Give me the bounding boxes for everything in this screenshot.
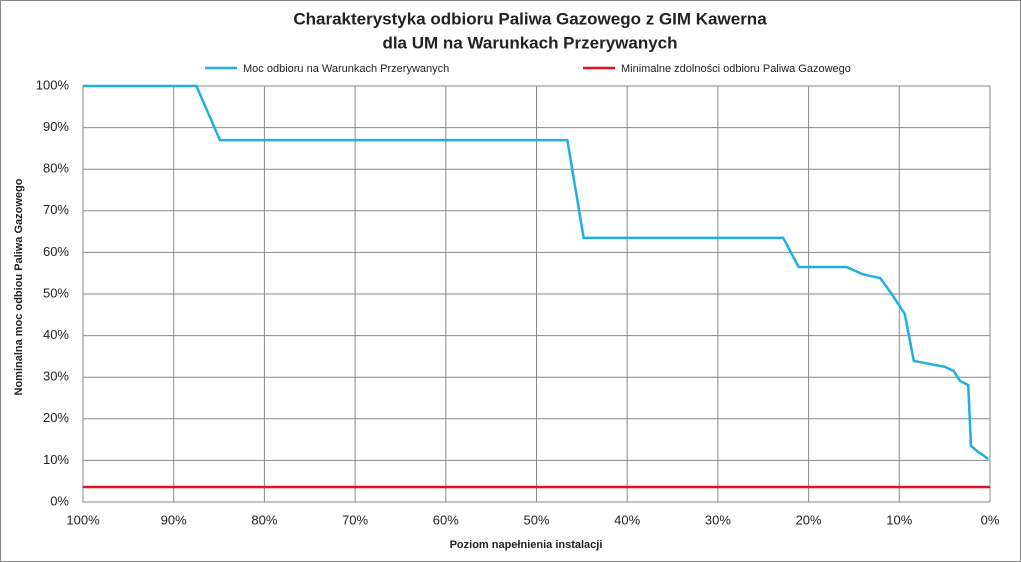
- x-tick-label: 80%: [251, 512, 277, 527]
- x-tick-label: 50%: [523, 512, 549, 527]
- y-tick-label: 90%: [43, 119, 69, 134]
- y-tick-label: 10%: [43, 452, 69, 467]
- x-tick-label: 70%: [342, 512, 368, 527]
- x-tick-label: 40%: [614, 512, 640, 527]
- x-tick-label: 90%: [161, 512, 187, 527]
- chart-title: dla UM na Warunkach Przerywanych: [382, 33, 677, 52]
- x-tick-label: 20%: [796, 512, 822, 527]
- chart-title: Charakterystyka odbioru Paliwa Gazowego …: [293, 9, 767, 28]
- y-axis-label: Nominalna moc odbiou Paliwa Gazowego: [13, 178, 25, 395]
- y-tick-label: 20%: [43, 410, 69, 425]
- y-tick-label: 60%: [43, 244, 69, 259]
- x-tick-label: 10%: [886, 512, 912, 527]
- y-tick-label: 100%: [36, 77, 70, 92]
- y-tick-label: 70%: [43, 202, 69, 217]
- legend-label: Moc odbioru na Warunkach Przerywanych: [243, 63, 449, 75]
- y-tick-label: 30%: [43, 369, 69, 384]
- series-line: [83, 84, 989, 461]
- legend-label: Minimalne zdolności odbioru Paliwa Gazow…: [621, 63, 851, 75]
- x-tick-label: 100%: [66, 512, 100, 527]
- y-tick-label: 50%: [43, 285, 69, 300]
- plot-border: [82, 85, 991, 503]
- x-axis-label: Poziom napełnienia instalacji: [450, 539, 603, 551]
- y-tick-label: 40%: [43, 327, 69, 342]
- x-tick-label: 60%: [433, 512, 459, 527]
- x-tick-label: 0%: [981, 512, 1000, 527]
- y-tick-label: 80%: [43, 161, 69, 176]
- x-tick-label: 30%: [705, 512, 731, 527]
- y-tick-label: 0%: [50, 493, 69, 508]
